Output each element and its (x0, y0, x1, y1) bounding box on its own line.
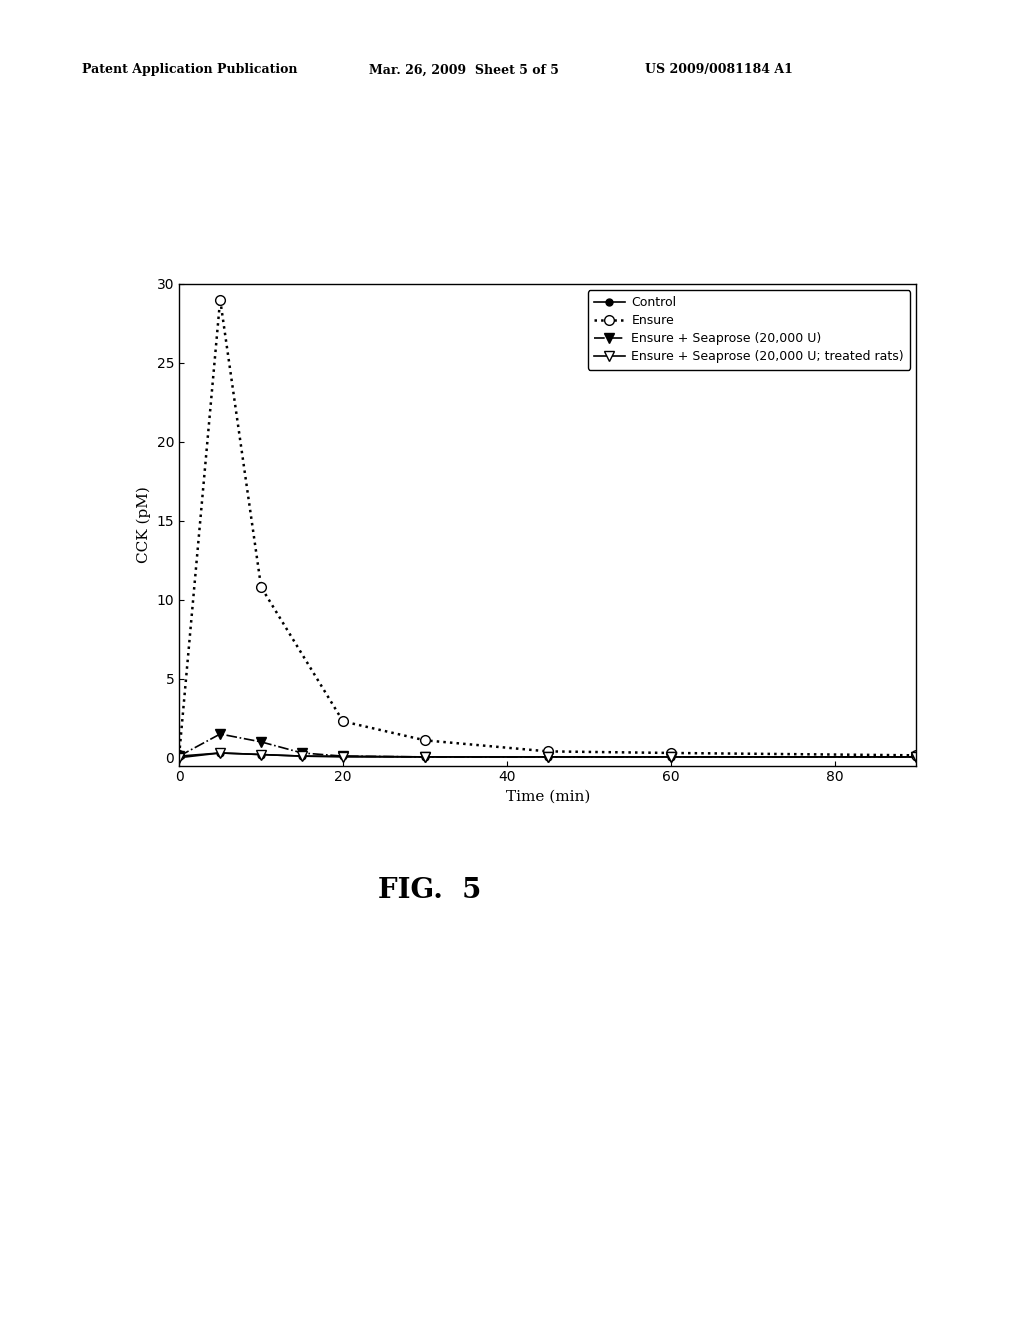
Text: US 2009/0081184 A1: US 2009/0081184 A1 (645, 63, 793, 77)
Ensure (542, 743, 554, 759)
Y-axis label: CCK (pM): CCK (pM) (137, 486, 152, 564)
Control (419, 748, 431, 764)
Control (214, 744, 226, 760)
Ensure (214, 292, 226, 308)
Ensure + Seaprose (20,000 U; treated rats) (542, 748, 554, 764)
Control (255, 747, 267, 763)
Ensure + Seaprose (20,000 U; treated rats) (665, 748, 677, 764)
Ensure + Seaprose (20,000 U) (419, 748, 431, 764)
Ensure + Seaprose (20,000 U) (665, 748, 677, 764)
Line: Control: Control (176, 750, 920, 760)
Control (337, 748, 349, 764)
Control (173, 748, 185, 764)
Text: FIG.  5: FIG. 5 (379, 878, 481, 904)
Ensure + Seaprose (20,000 U; treated rats) (214, 744, 226, 760)
Text: Mar. 26, 2009  Sheet 5 of 5: Mar. 26, 2009 Sheet 5 of 5 (369, 63, 558, 77)
Control (665, 748, 677, 764)
Text: Patent Application Publication: Patent Application Publication (82, 63, 297, 77)
Ensure (419, 733, 431, 748)
Ensure + Seaprose (20,000 U) (337, 748, 349, 764)
Ensure (337, 713, 349, 729)
Ensure + Seaprose (20,000 U; treated rats) (255, 747, 267, 763)
Ensure + Seaprose (20,000 U) (255, 734, 267, 750)
Ensure + Seaprose (20,000 U) (214, 726, 226, 742)
Line: Ensure + Seaprose (20,000 U): Ensure + Seaprose (20,000 U) (174, 729, 922, 762)
Ensure + Seaprose (20,000 U) (296, 744, 308, 760)
Ensure (910, 747, 923, 763)
Line: Ensure + Seaprose (20,000 U; treated rats): Ensure + Seaprose (20,000 U; treated rat… (174, 748, 922, 763)
Control (296, 748, 308, 764)
Ensure (665, 744, 677, 760)
Ensure + Seaprose (20,000 U) (542, 748, 554, 764)
Ensure + Seaprose (20,000 U; treated rats) (337, 748, 349, 764)
Ensure (255, 579, 267, 595)
Ensure + Seaprose (20,000 U; treated rats) (419, 748, 431, 764)
Control (910, 748, 923, 764)
Legend: Control, Ensure, Ensure + Seaprose (20,000 U), Ensure + Seaprose (20,000 U; trea: Control, Ensure, Ensure + Seaprose (20,0… (588, 290, 910, 370)
Control (542, 748, 554, 764)
Ensure + Seaprose (20,000 U; treated rats) (296, 748, 308, 764)
Ensure + Seaprose (20,000 U; treated rats) (173, 750, 185, 766)
X-axis label: Time (min): Time (min) (506, 789, 590, 804)
Ensure + Seaprose (20,000 U) (173, 748, 185, 764)
Ensure + Seaprose (20,000 U) (910, 748, 923, 764)
Line: Ensure: Ensure (174, 294, 922, 760)
Ensure + Seaprose (20,000 U; treated rats) (910, 748, 923, 764)
Ensure (173, 747, 185, 763)
